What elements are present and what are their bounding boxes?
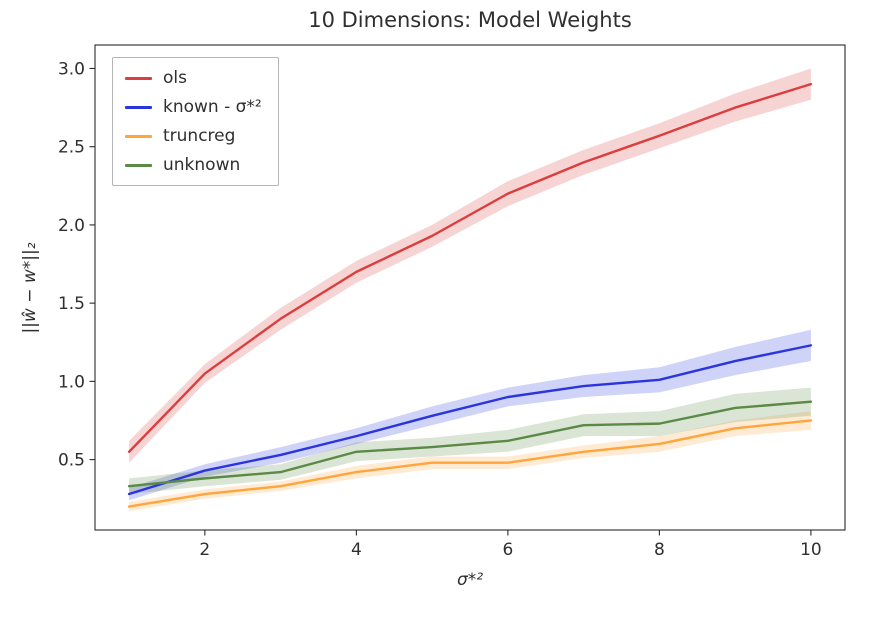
legend: ols known - σ*² truncreg unknown bbox=[112, 57, 279, 186]
x-tick-label: 10 bbox=[800, 540, 822, 560]
series-line bbox=[127, 400, 813, 488]
x-tick-label: 2 bbox=[199, 540, 210, 560]
y-tick-label: 0.5 bbox=[58, 451, 85, 471]
legend-line-swatch bbox=[125, 134, 152, 138]
series-line bbox=[127, 82, 813, 453]
y-tick-label: 2.0 bbox=[58, 216, 85, 236]
legend-label: known - σ*² bbox=[163, 97, 262, 117]
legend-line-swatch bbox=[125, 163, 152, 167]
x-axis-label: σ*² bbox=[456, 570, 484, 590]
series-line bbox=[127, 344, 813, 496]
legend-item: known - σ*² bbox=[125, 97, 262, 117]
legend-item: ols bbox=[125, 68, 262, 88]
confidence-band bbox=[129, 329, 811, 501]
y-tick-label: 1.0 bbox=[58, 372, 85, 392]
x-tick-label: 6 bbox=[502, 540, 513, 560]
legend-label: ols bbox=[163, 68, 187, 88]
confidence-band bbox=[129, 411, 811, 512]
y-tick-label: 2.5 bbox=[58, 138, 85, 158]
y-tick-label: 3.0 bbox=[58, 59, 85, 79]
x-tick-label: 4 bbox=[351, 540, 362, 560]
y-tick-label: 1.5 bbox=[58, 294, 85, 314]
legend-item: unknown bbox=[125, 155, 262, 175]
legend-line-swatch bbox=[125, 105, 152, 109]
x-tick-label: 8 bbox=[654, 540, 665, 560]
chart-title: 10 Dimensions: Model Weights bbox=[308, 8, 632, 32]
legend-line-swatch bbox=[125, 76, 152, 80]
legend-label: truncreg bbox=[163, 126, 236, 146]
confidence-band bbox=[129, 68, 811, 463]
legend-item: truncreg bbox=[125, 126, 262, 146]
series-line bbox=[127, 419, 813, 508]
legend-label: unknown bbox=[163, 155, 241, 175]
axes-spines bbox=[94, 44, 846, 531]
